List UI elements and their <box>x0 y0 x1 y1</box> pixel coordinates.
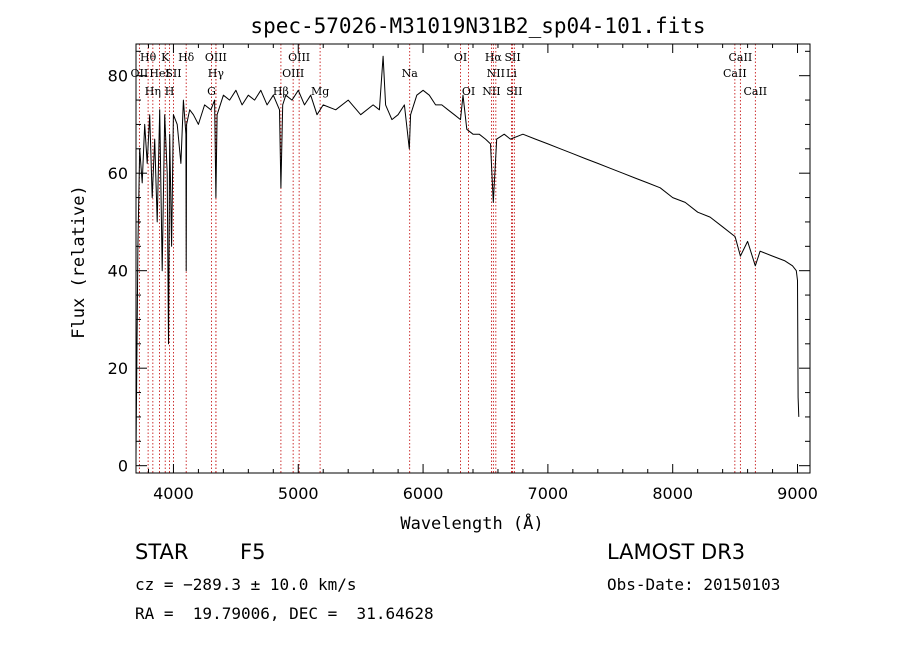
line-label-21: Li <box>506 67 517 80</box>
x-tick-label: 6000 <box>403 484 444 503</box>
line-label-5: SII <box>165 67 181 80</box>
line-label-3: HeI <box>149 67 169 80</box>
line-label-26: CaII <box>743 85 767 98</box>
line-label-8: OIII <box>205 51 227 64</box>
line-label-22: NII <box>482 85 500 98</box>
line-label-7: Hδ <box>178 51 195 64</box>
line-label-11: Hβ <box>273 85 289 98</box>
line-label-23: SII <box>506 85 522 98</box>
line-label-1: Hθ <box>140 51 157 64</box>
line-label-20: NII <box>487 67 505 80</box>
redshift-velocity: cz = −289.3 ± 10.0 km/s <box>135 575 357 594</box>
chart-title: spec-57026-M31019N31B2_sp04-101.fits <box>250 14 705 38</box>
subclass: F5 <box>240 540 266 564</box>
line-label-17: OI <box>462 85 475 98</box>
line-label-25: CaII <box>723 67 747 80</box>
emission-line-labels: OII Hθ Hη HeI K SII H Hδ OIII Hγ G Hβ OIII OIII Mg Na OI… <box>131 51 768 98</box>
x-tick-label: 5000 <box>278 484 319 503</box>
line-label-14: Mg <box>311 85 329 98</box>
plot-frame <box>135 43 811 474</box>
y-tick-label: 0 <box>118 457 128 476</box>
y-tick-label: 60 <box>108 164 128 183</box>
line-label-12: OIII <box>288 51 310 64</box>
y-tick-label: 40 <box>108 262 128 281</box>
line-label-6: H <box>165 85 175 98</box>
line-label-24: CaII <box>729 51 753 64</box>
x-axis-label: Wavelength (Å) <box>400 512 543 534</box>
line-label-16: OI <box>454 51 467 64</box>
line-label-0: OII <box>131 67 149 80</box>
object-class: STAR <box>135 540 189 564</box>
x-axis: 4000 5000 6000 7000 8000 9000 <box>147 44 818 503</box>
line-label-19: SII <box>504 51 520 64</box>
y-axis: 0 20 40 60 80 <box>108 50 810 476</box>
obs-date: Obs-Date: 20150103 <box>607 575 781 594</box>
line-label-9: Hγ <box>208 67 225 80</box>
y-tick-label: 80 <box>108 67 128 86</box>
y-tick-label: 20 <box>108 359 128 378</box>
line-label-4: K <box>161 51 170 64</box>
line-label-15: Na <box>402 67 419 80</box>
survey-name: LAMOST DR3 <box>607 540 746 564</box>
line-label-10: G <box>207 85 216 98</box>
x-tick-label: 4000 <box>153 484 194 503</box>
x-tick-label: 9000 <box>777 484 818 503</box>
spectrum-series <box>135 55 800 456</box>
spectrum-line <box>135 55 800 456</box>
y-axis-label: Flux (relative) <box>69 185 89 339</box>
coordinates: RA = 19.79006, DEC = 31.64628 <box>135 604 434 623</box>
line-label-18: Hα <box>485 51 503 64</box>
emission-line-markers <box>138 44 756 473</box>
line-label-2: Hη <box>145 85 161 98</box>
line-label-13: OIII <box>282 67 304 80</box>
x-tick-label: 7000 <box>528 484 569 503</box>
x-tick-label: 8000 <box>652 484 693 503</box>
